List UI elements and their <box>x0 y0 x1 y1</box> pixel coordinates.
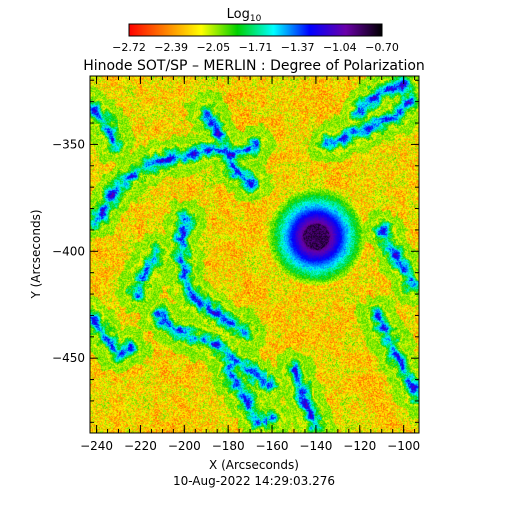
colorbar-tick-label: −0.70 <box>365 41 399 54</box>
x-tick-label: −220 <box>124 439 157 453</box>
y-axis: −350 −400 −450 <box>52 79 419 423</box>
y-axis-label: Y (Arcseconds) <box>29 209 43 299</box>
colorbar-ticks: −2.72 −2.39 −2.05 −1.71 −1.37 −1.04 −0.70 <box>112 41 399 54</box>
colorbar-tick-label: −1.37 <box>281 41 315 54</box>
x-tick-label: −120 <box>343 439 376 453</box>
colorbar: Log10 −2.72 −2.39 −2.05 −1.71 −1.37 −1.04 −0.7… <box>112 7 399 54</box>
x-tick-label: −180 <box>212 439 245 453</box>
colorbar-tick-label: −1.04 <box>323 41 357 54</box>
y-tick-label: −350 <box>52 137 85 151</box>
chart-title: Hinode SOT/SP – MERLIN : Degree of Polar… <box>83 58 425 74</box>
colorbar-tick-label: −2.05 <box>196 41 230 54</box>
plot-area: −240 −220 −200 −180 −160 −140 −120 −100 −350 −40… <box>52 75 420 453</box>
x-axis-label: X (Arcseconds) <box>209 458 299 472</box>
timestamp: 10-Aug-2022 14:29:03.276 <box>173 474 335 488</box>
colorbar-tick-label: −2.39 <box>154 41 188 54</box>
colorbar-tick-label: −1.71 <box>239 41 273 54</box>
x-axis: −240 −220 −200 −180 −160 −140 −120 −100 <box>80 76 420 453</box>
y-tick-label: −450 <box>52 351 85 365</box>
colorbar-strip <box>128 23 383 37</box>
colorbar-title: Log10 <box>227 7 262 24</box>
x-tick-label: −100 <box>387 439 420 453</box>
x-tick-label: −160 <box>256 439 289 453</box>
x-tick-label: −240 <box>80 439 113 453</box>
x-tick-label: −140 <box>299 439 332 453</box>
plot-frame <box>89 75 420 434</box>
colorbar-tick-label: −2.72 <box>112 41 146 54</box>
x-tick-label: −200 <box>168 439 201 453</box>
polarization-map <box>90 76 419 433</box>
y-tick-label: −400 <box>52 244 85 258</box>
